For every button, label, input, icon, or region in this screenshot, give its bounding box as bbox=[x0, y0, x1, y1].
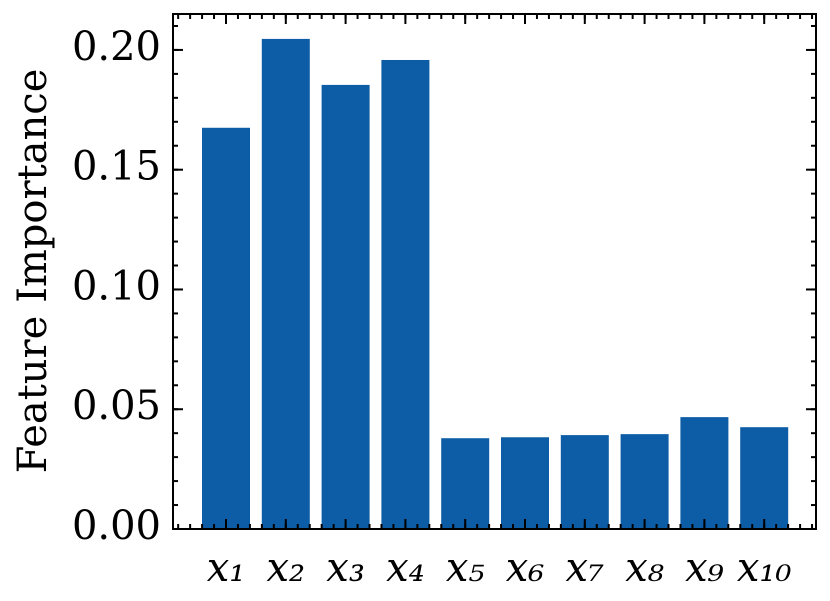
x-tick-label: x₁ bbox=[207, 545, 246, 591]
bar bbox=[560, 435, 609, 529]
bar bbox=[261, 38, 310, 530]
x-tick-label: x₆ bbox=[506, 545, 545, 591]
bar bbox=[501, 437, 549, 529]
bar bbox=[740, 427, 789, 529]
x-tick-label: x₇ bbox=[566, 545, 605, 591]
x-tick-label: x₈ bbox=[625, 545, 664, 591]
x-tick-label: x₉ bbox=[685, 545, 724, 591]
bar bbox=[321, 84, 370, 529]
x-tick-label: x₅ bbox=[446, 545, 485, 591]
x-tick-label: x₁₀ bbox=[737, 545, 792, 591]
bar bbox=[620, 434, 669, 529]
y-tick-label: 0.05 bbox=[72, 383, 161, 429]
y-axis-label: Feature Importance bbox=[10, 69, 56, 474]
y-tick-label: 0.10 bbox=[72, 263, 161, 309]
y-tick-label: 0.15 bbox=[72, 144, 161, 190]
x-tick-label: x₄ bbox=[386, 545, 425, 591]
x-tick-label: x₃ bbox=[326, 545, 365, 591]
bar bbox=[381, 59, 430, 530]
bar bbox=[202, 127, 250, 530]
x-tick-label: x₂ bbox=[267, 545, 306, 591]
bar bbox=[441, 438, 490, 529]
y-tick-label: 0.00 bbox=[72, 503, 161, 549]
y-tick-label: 0.20 bbox=[72, 24, 161, 70]
plot-frame bbox=[172, 13, 817, 530]
bar bbox=[680, 417, 729, 529]
